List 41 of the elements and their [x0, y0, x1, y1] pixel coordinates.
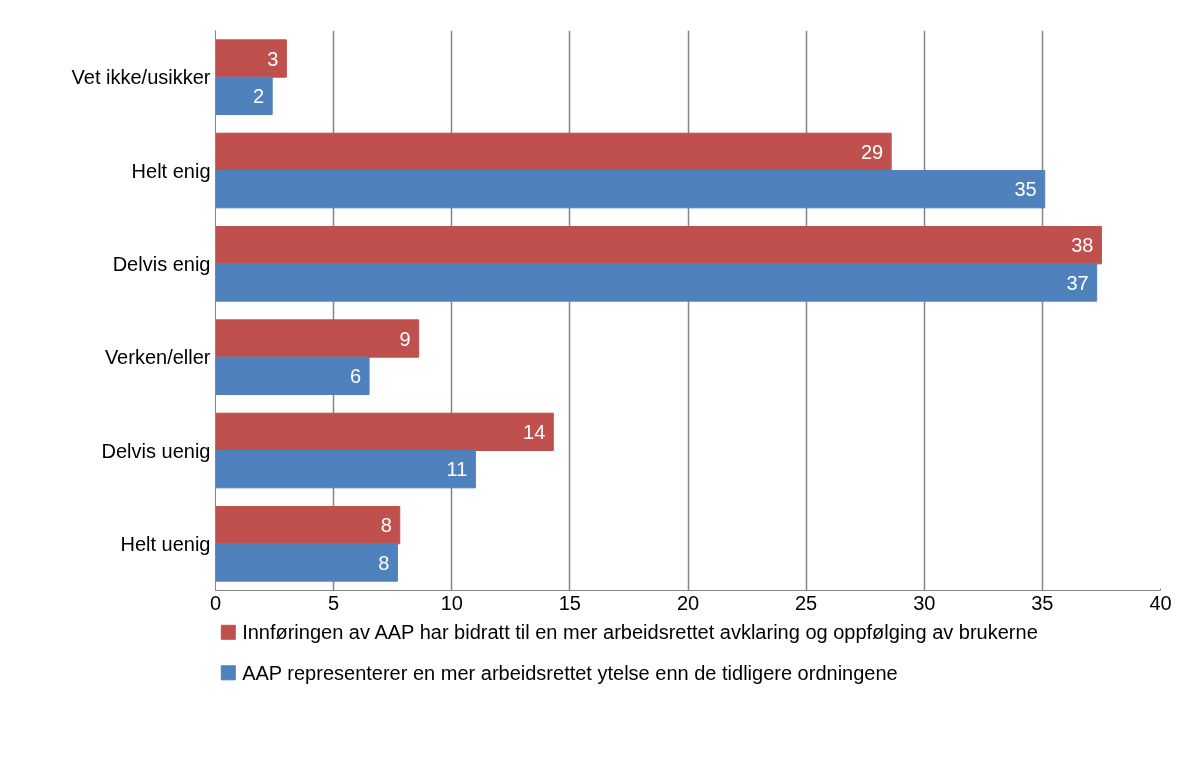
x-tick-label: 0 — [209, 591, 222, 614]
x-tick-label: 20 — [676, 591, 700, 614]
data-label: 9 — [399, 327, 411, 350]
x-tick-label: 30 — [913, 591, 936, 614]
x-tick-label: 25 — [795, 591, 818, 614]
x-tick-label: 15 — [558, 591, 581, 614]
x-tick-label: 35 — [1031, 591, 1054, 614]
x-tick-label: 5 — [328, 591, 340, 614]
data-label: 38 — [1071, 234, 1094, 257]
data-label: 8 — [378, 551, 390, 574]
y-tick-label: Verken/eller — [104, 346, 211, 369]
bar — [215, 356, 370, 395]
y-tick-label: Delvis uenig — [101, 439, 211, 462]
bar — [215, 543, 398, 582]
bar — [215, 263, 1098, 302]
bar — [215, 170, 1046, 209]
bar — [215, 132, 892, 171]
bar — [215, 76, 273, 115]
legend-label: Innføringen av AAP har bidratt til en mer arbeidsrettet avklaring og oppfølging av brukerne — [242, 621, 1038, 644]
bar — [215, 39, 287, 78]
legend-label: AAP representerer en mer arbeidsrettet ytelse enn de tidligere ordningene — [242, 661, 898, 684]
bar — [215, 450, 476, 489]
y-tick-label: Helt uenig — [120, 532, 211, 555]
y-tick-label: Helt enig — [131, 159, 211, 182]
data-label: 6 — [349, 364, 362, 387]
data-label: 35 — [1014, 178, 1037, 201]
x-tick-label: 10 — [440, 591, 463, 614]
data-label: 37 — [1066, 271, 1089, 294]
bar — [215, 412, 554, 451]
bar — [215, 506, 401, 545]
y-tick-label: Vet ikke/usikker — [71, 66, 211, 89]
x-tick-label: 40 — [1149, 591, 1172, 614]
data-label: 14 — [523, 420, 546, 443]
data-label: 11 — [446, 458, 468, 481]
data-label: 3 — [267, 47, 279, 70]
data-label: 2 — [253, 84, 265, 107]
y-tick-label: Delvis enig — [112, 252, 211, 275]
bar — [215, 226, 1102, 265]
bar — [215, 319, 420, 358]
data-label: 29 — [860, 140, 884, 163]
data-label: 8 — [380, 514, 392, 537]
